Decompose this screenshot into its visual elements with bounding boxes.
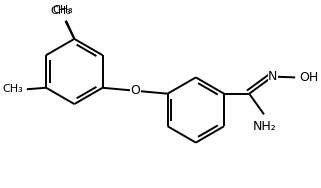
Text: O: O	[130, 84, 140, 97]
Text: NH₂: NH₂	[253, 120, 276, 133]
Text: OH: OH	[299, 71, 319, 84]
Text: CH₃: CH₃	[53, 5, 74, 15]
Text: CH₃: CH₃	[3, 84, 23, 94]
Text: N: N	[268, 70, 278, 83]
Text: CH₃: CH₃	[51, 6, 71, 16]
